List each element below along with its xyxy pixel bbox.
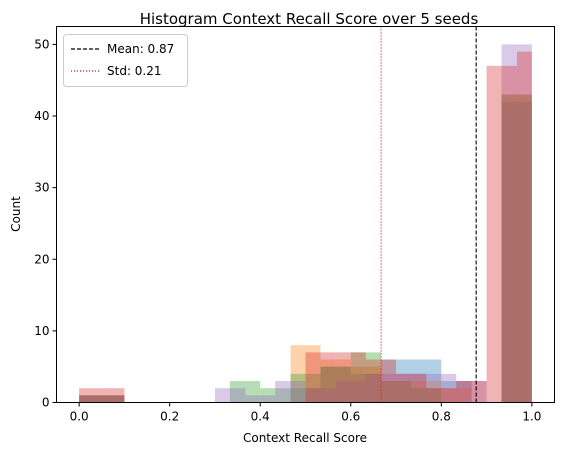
histogram-bar — [229, 381, 261, 403]
histogram-bar — [79, 388, 125, 403]
histogram-bar — [501, 101, 532, 403]
histogram-bar — [426, 388, 457, 403]
histogram-bar — [441, 381, 472, 403]
histogram-bar — [410, 359, 442, 403]
histogram-bar — [501, 94, 532, 403]
histogram-bar — [320, 366, 351, 403]
y-axis-label: Count — [9, 196, 23, 232]
y-axis-ticks: 0 10 20 30 40 50 — [34, 37, 57, 410]
histogram-bar — [79, 395, 125, 403]
histogram-bar — [396, 373, 427, 403]
histogram-bar — [381, 359, 411, 403]
y-tick-label: 0 — [42, 396, 50, 410]
histogram-bar — [350, 366, 382, 403]
histogram-bar — [350, 373, 382, 403]
histogram-bar — [79, 395, 125, 403]
y-tick-label: 50 — [34, 37, 49, 51]
histogram-bar — [290, 388, 321, 403]
histogram-bar — [335, 352, 366, 403]
x-tick-label: 0.4 — [251, 410, 270, 424]
x-tick-label: 0.8 — [432, 410, 451, 424]
reference-lines — [380, 26, 477, 403]
histogram-bar — [516, 51, 532, 403]
histogram-bar — [501, 44, 532, 403]
histogram-bar — [456, 381, 487, 403]
histogram-bar — [214, 388, 246, 403]
histogram-bar — [79, 395, 125, 403]
y-tick-label: 40 — [34, 109, 49, 123]
y-tick-label: 30 — [34, 181, 49, 195]
histogram-bar — [245, 395, 276, 403]
chart-title: Histogram Context Recall Score over 5 se… — [140, 10, 479, 28]
histogram-bar — [290, 345, 321, 403]
histogram-bar — [410, 381, 442, 403]
histogram-bar — [79, 395, 125, 403]
histogram-bar — [320, 359, 351, 403]
histogram-bar — [350, 352, 382, 403]
histogram-bar — [410, 388, 442, 403]
x-axis-ticks: 0.0 0.2 0.4 0.6 0.8 1.0 — [70, 402, 541, 424]
histogram-bar — [320, 366, 351, 403]
histogram-bar — [381, 381, 411, 403]
histogram-bars — [79, 44, 532, 403]
histogram-bar — [456, 381, 487, 403]
histogram-bar — [426, 373, 457, 403]
legend: Mean: 0.87 Std: 0.21 — [63, 34, 188, 87]
y-tick-label: 10 — [34, 324, 49, 338]
x-tick-label: 0.2 — [160, 410, 179, 424]
x-tick-label: 1.0 — [522, 410, 541, 424]
histogram-bar — [396, 373, 427, 403]
legend-std-label: Std: 0.21 — [107, 64, 162, 78]
x-axis-label: Context Recall Score — [243, 431, 367, 445]
legend-mean-label: Mean: 0.87 — [107, 42, 174, 56]
histogram-bar — [290, 373, 321, 403]
legend-box — [63, 34, 188, 87]
x-tick-label: 0.6 — [341, 410, 360, 424]
x-tick-label: 0.0 — [70, 410, 89, 424]
histogram-bar — [260, 388, 291, 403]
histogram-bar — [335, 381, 366, 403]
histogram-bar — [486, 65, 517, 403]
y-tick-label: 20 — [34, 252, 49, 266]
plot-frame — [56, 26, 555, 403]
histogram-bar — [441, 388, 472, 403]
histogram-bar — [305, 388, 336, 403]
histogram-bar — [305, 352, 336, 403]
histogram-bar — [501, 94, 532, 403]
histogram-bar — [275, 381, 306, 403]
histogram-bar — [381, 381, 411, 403]
histogram-bar — [365, 373, 397, 403]
